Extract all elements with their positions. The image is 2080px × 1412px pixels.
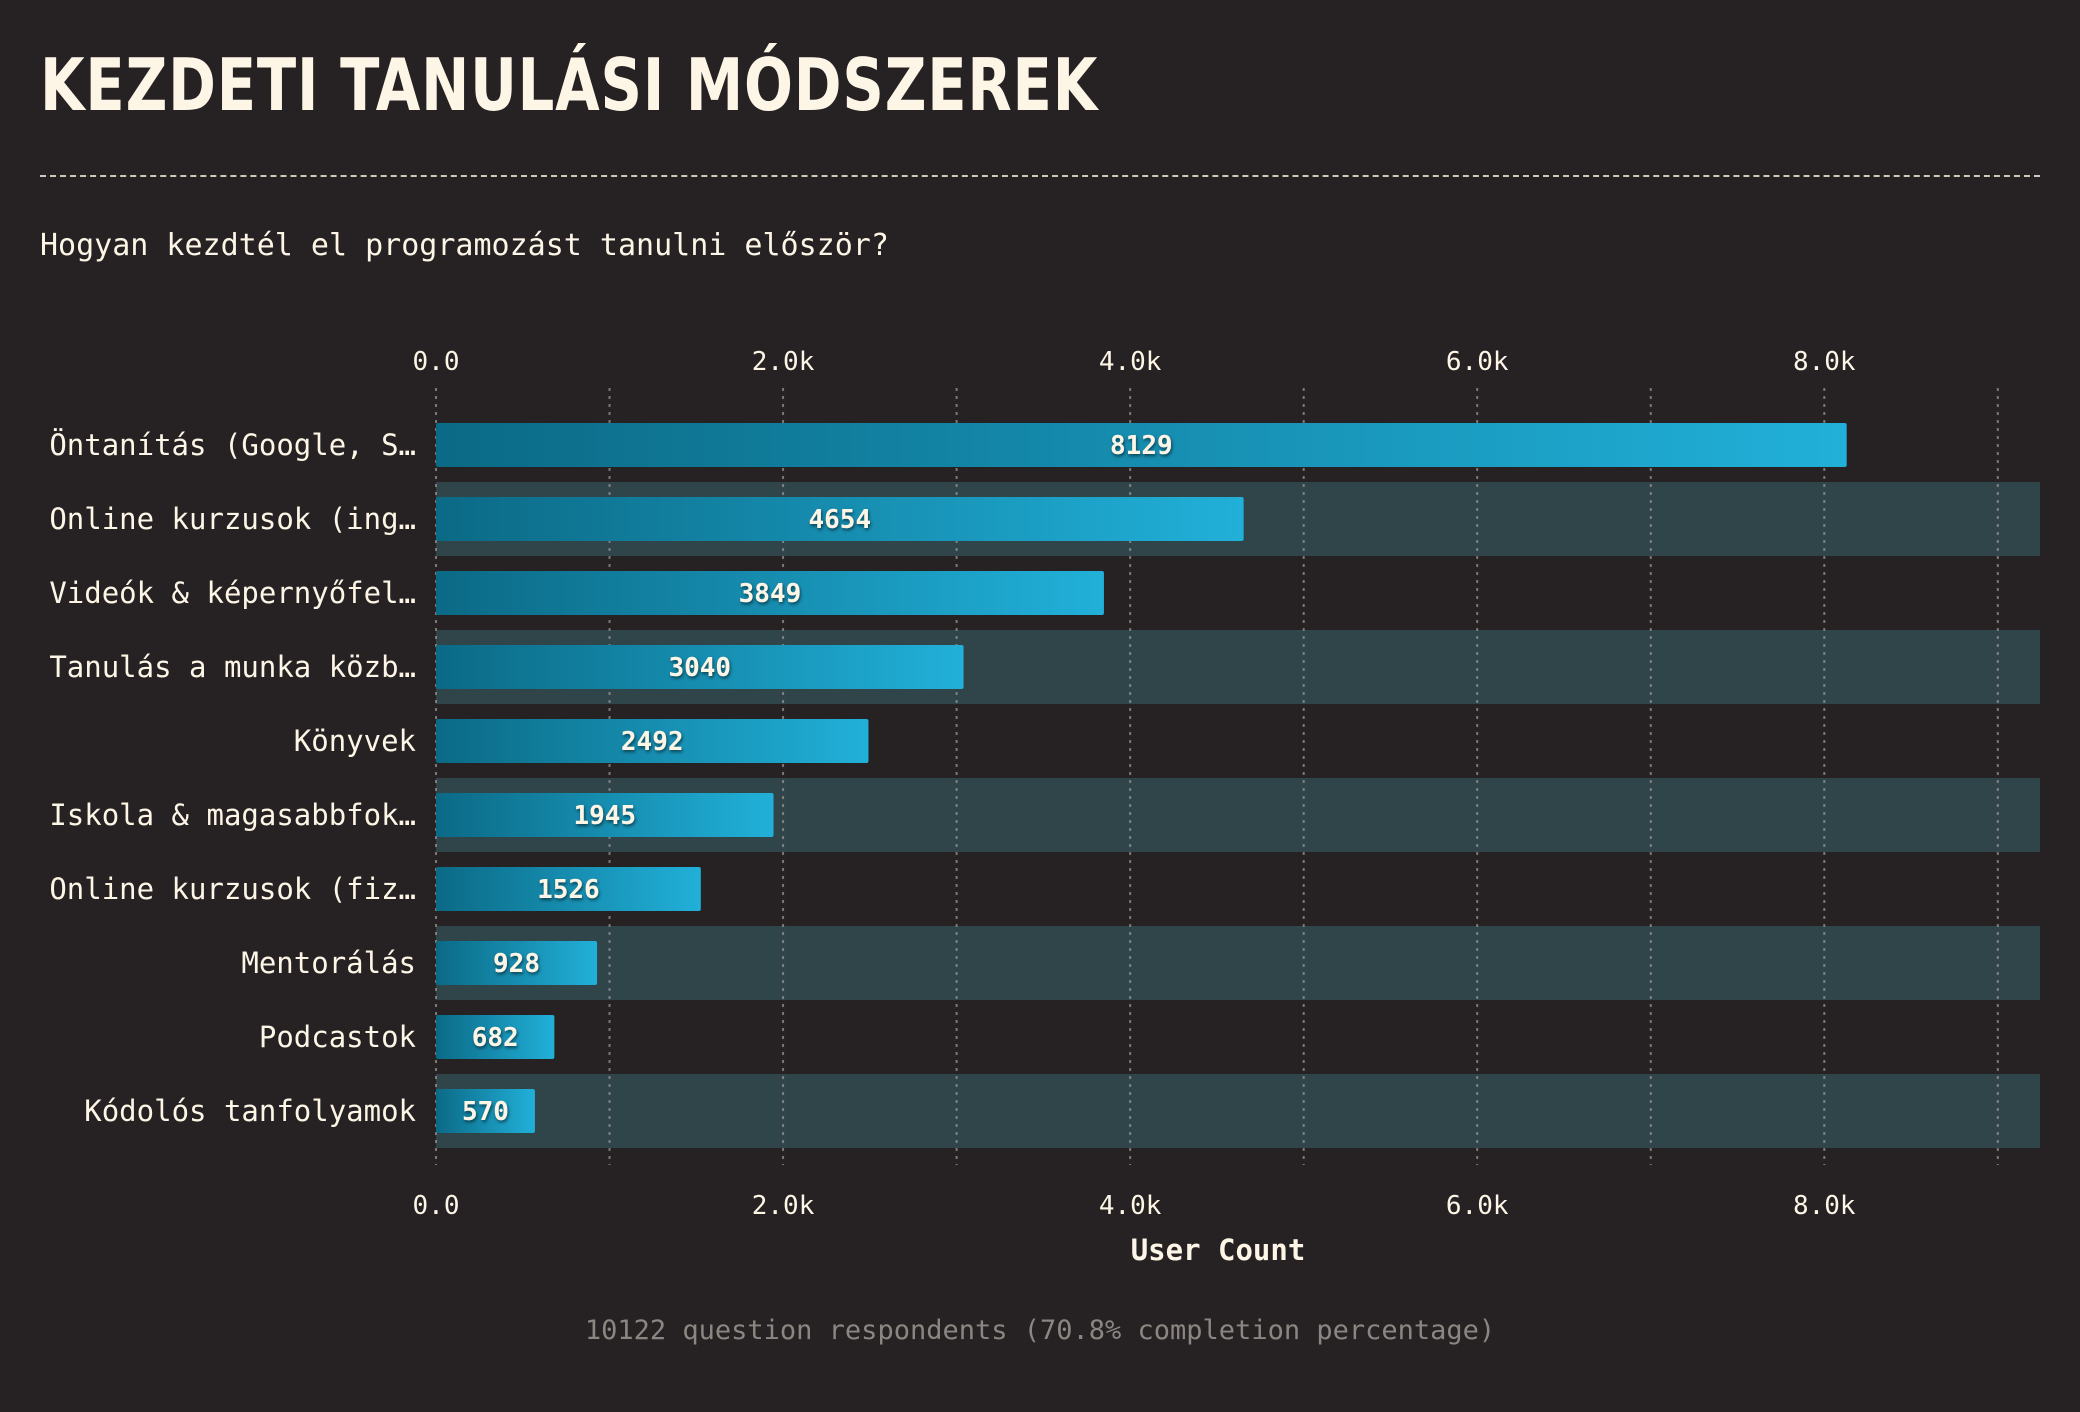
category-label: Könyvek [294, 724, 417, 758]
tick-label: 4.0k [1099, 1191, 1162, 1221]
bar [436, 1015, 555, 1059]
bars [436, 423, 1847, 1133]
category-label: Tanulás a munka közb… [49, 650, 416, 684]
tick-label: 6.0k [1446, 1191, 1509, 1221]
bar [436, 941, 598, 985]
x-axis-label: User Count [1131, 1233, 1306, 1267]
value-label: 3040 [668, 653, 731, 683]
chart-title: KEZDETI TANULÁSI MÓDSZEREK [40, 43, 1099, 127]
tick-label: 2.0k [752, 1191, 815, 1221]
value-label: 1945 [573, 801, 636, 831]
value-label: 682 [472, 1023, 519, 1053]
tick-label: 0.0 [413, 1191, 460, 1221]
category-label: Online kurzusok (fiz… [49, 872, 416, 906]
bar [436, 793, 774, 837]
value-label: 570 [462, 1097, 509, 1127]
category-label: Iskola & magasabbfok… [49, 798, 416, 832]
bar [436, 1089, 535, 1133]
category-label: Videók & képernyőfel… [49, 576, 416, 610]
tick-label: 4.0k [1099, 347, 1162, 377]
bar [436, 571, 1104, 615]
value-label: 4654 [809, 505, 872, 535]
value-label: 3849 [739, 579, 802, 609]
category-labels: Öntanítás (Google, S… Online kurzusok (in… [49, 428, 416, 1128]
top-axis-ticks: 0.0 2.0k 4.0k 6.0k 8.0k [413, 347, 1856, 377]
value-label: 928 [493, 949, 540, 979]
value-label: 1526 [537, 875, 600, 905]
category-label: Online kurzusok (ing… [49, 502, 416, 536]
bar [436, 645, 964, 689]
value-labels: 8129 4654 3849 3040 2492 1945 1526 928 682 570 [462, 431, 1173, 1127]
bar [436, 867, 701, 911]
tick-label: 6.0k [1446, 347, 1509, 377]
row-band [436, 1074, 2040, 1148]
value-label: 2492 [621, 727, 684, 757]
bar [436, 719, 869, 763]
title-divider [40, 175, 2040, 177]
category-label: Öntanítás (Google, S… [49, 428, 416, 462]
tick-label: 2.0k [752, 347, 815, 377]
bar [436, 423, 1847, 467]
bar [436, 497, 1244, 541]
category-label: Podcastok [259, 1020, 417, 1054]
category-label: Kódolós tanfolyamok [84, 1094, 416, 1128]
chart-subtitle: Hogyan kezdtél el programozást tanulni e… [40, 228, 889, 263]
row-band [436, 926, 2040, 1000]
respondent-footnote: 10122 question respondents (70.8% comple… [584, 1315, 1496, 1346]
tick-label: 8.0k [1793, 347, 1856, 377]
value-label: 8129 [1110, 431, 1173, 461]
bottom-axis-ticks: 0.0 2.0k 4.0k 6.0k 8.0k [413, 1191, 1856, 1221]
tick-label: 8.0k [1793, 1191, 1856, 1221]
category-label: Mentorálás [241, 946, 416, 980]
tick-label: 0.0 [413, 347, 460, 377]
